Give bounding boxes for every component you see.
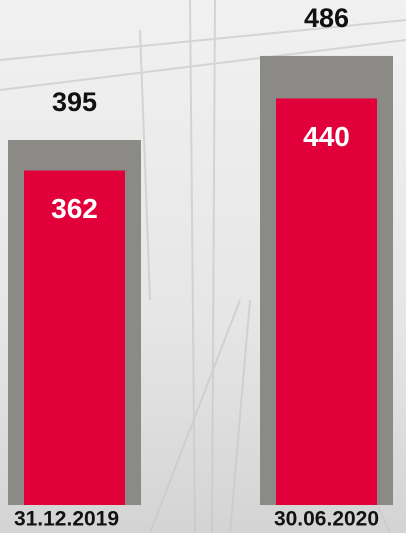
bar bbox=[24, 170, 125, 505]
bars: 395 486 362 440 31.12.2019 30.06.2020 bbox=[8, 3, 393, 531]
x-tick-label: 31.12.2019 bbox=[14, 508, 119, 531]
data-label: 486 bbox=[304, 3, 349, 33]
x-tick-label: 30.06.2020 bbox=[274, 508, 379, 531]
data-label: 362 bbox=[51, 193, 98, 224]
data-label: 395 bbox=[52, 87, 97, 117]
bar bbox=[276, 98, 377, 505]
data-label: 440 bbox=[303, 121, 350, 152]
